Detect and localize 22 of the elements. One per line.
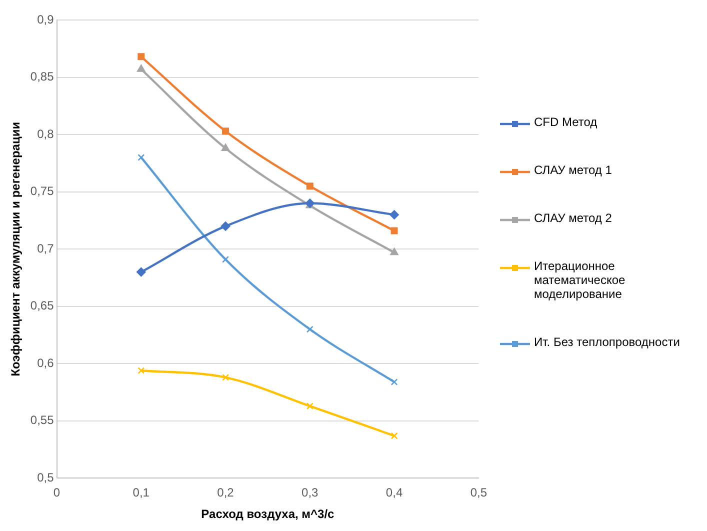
legend-label: СЛАУ метод 1	[534, 163, 612, 177]
x-tick-label: 0,3	[302, 486, 319, 500]
legend-label: Итерационное математическое моделирование	[534, 259, 626, 301]
y-axis-title: Коэффициент аккумуляции и регенерации	[8, 122, 23, 376]
y-tick-label: 0,75	[30, 184, 54, 198]
x-axis-title: Расход воздуха, м^3/с	[201, 507, 335, 522]
legend-label: СЛАУ метод 2	[534, 211, 612, 225]
y-tick-label: 0,9	[37, 12, 54, 26]
y-tick-label: 0,6	[37, 356, 54, 370]
y-tick-label: 0,65	[30, 298, 54, 313]
x-tick-label: 0,1	[132, 486, 150, 500]
y-tick-label: 0,55	[30, 413, 54, 428]
y-tick-label: 0,7	[37, 241, 54, 256]
y-tick-label: 0,5	[37, 470, 54, 485]
y-tick-label: 0,85	[30, 70, 54, 84]
x-tick-label: 0,4	[386, 486, 403, 500]
y-tick-label: 0,8	[37, 126, 54, 141]
legend-label: CFD Метод	[534, 115, 598, 129]
legend-label: Ит. Без теплопроводности	[534, 335, 680, 349]
x-tick-label: 0	[53, 486, 60, 500]
x-tick-label: 0,5	[470, 486, 488, 500]
x-tick-label: 0,2	[217, 486, 234, 500]
